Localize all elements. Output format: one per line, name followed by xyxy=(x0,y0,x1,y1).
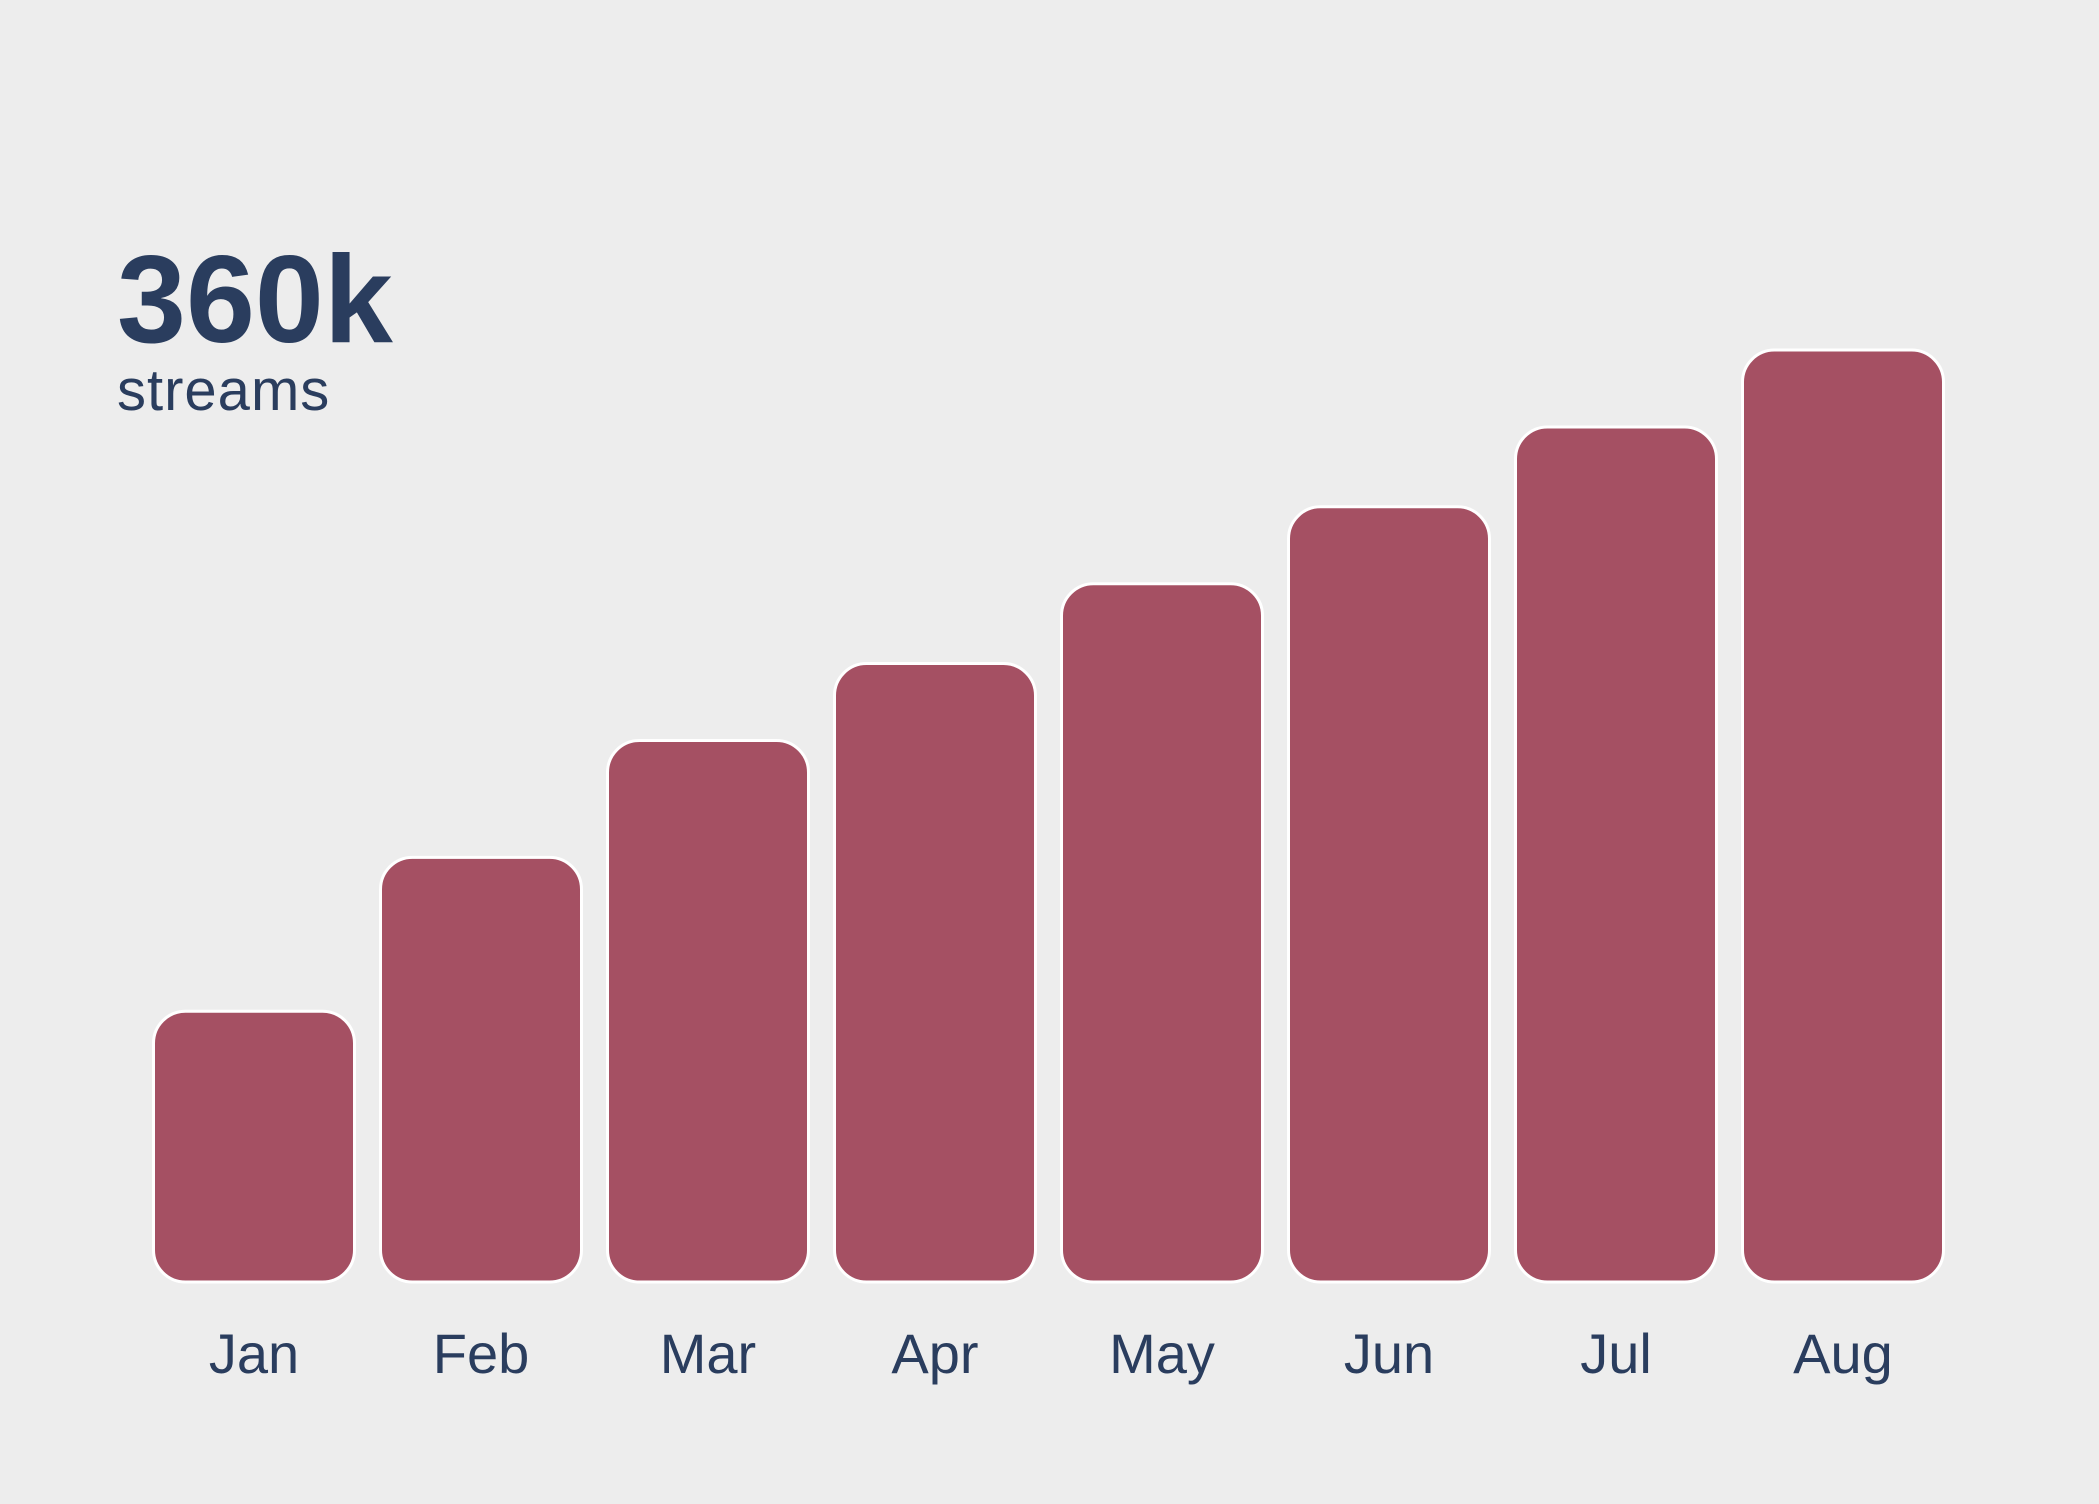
bar-apr xyxy=(833,662,1037,1284)
x-tick-label-jan: Jan xyxy=(209,1322,299,1385)
bar-mar xyxy=(606,739,810,1284)
x-tick-labels: Jan Feb Mar Apr May Jun Jul Aug xyxy=(209,1322,1893,1385)
bar-may xyxy=(1060,582,1264,1284)
bar-jul xyxy=(1514,425,1718,1284)
headline-label: streams xyxy=(117,358,330,423)
x-tick-label-aug: Aug xyxy=(1793,1322,1893,1385)
x-tick-label-may: May xyxy=(1109,1322,1215,1385)
x-tick-label-feb: Feb xyxy=(433,1322,530,1385)
x-tick-label-jun: Jun xyxy=(1344,1322,1434,1385)
x-tick-label-mar: Mar xyxy=(660,1322,756,1385)
headline-value: 360k xyxy=(117,231,394,369)
bar-aug xyxy=(1741,348,1945,1284)
bars-group xyxy=(152,348,1945,1284)
x-tick-label-apr: Apr xyxy=(891,1322,978,1385)
bar-jan xyxy=(152,1009,356,1284)
bar-feb xyxy=(379,855,583,1284)
bar-jun xyxy=(1287,505,1491,1284)
x-tick-label-jul: Jul xyxy=(1580,1322,1652,1385)
